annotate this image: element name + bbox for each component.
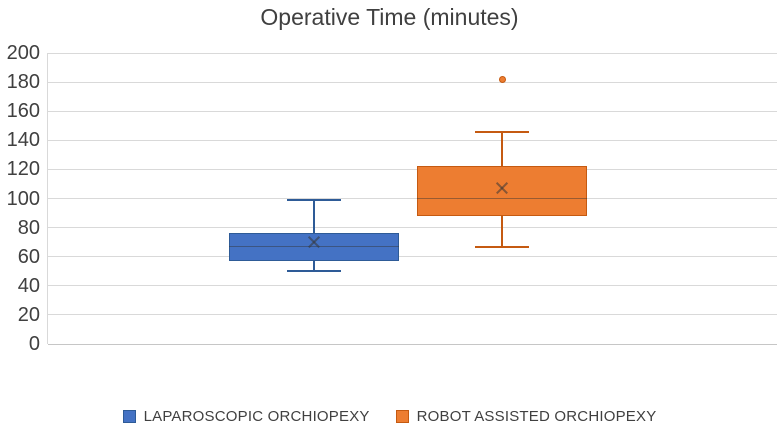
y-tick-label-160: 160 [6, 100, 40, 123]
legend-swatch-blue [122, 410, 136, 423]
legend-swatch-orange [395, 410, 409, 423]
y-tick-label-120: 120 [6, 158, 40, 181]
y-tick-label-0: 0 [28, 333, 40, 355]
gridline-100 [48, 198, 777, 199]
whisker-cap-min-laparoscopic [286, 270, 342, 273]
gridline-40 [48, 285, 777, 287]
whisker-upper-robot [501, 131, 504, 167]
legend: LAPAROSCOPIC ORCHIOPEXY ROBOT ASSISTED O… [0, 408, 779, 425]
legend-label-laparoscopic: LAPAROSCOPIC ORCHIOPEXY [143, 408, 370, 425]
y-tick-label-200: 200 [6, 42, 40, 64]
whisker-cap-max-robot [474, 130, 530, 133]
whisker-cap-min-robot [474, 245, 530, 248]
gridline-20 [48, 314, 777, 316]
y-tick-label-180: 180 [6, 71, 40, 94]
y-tick-label-140: 140 [6, 129, 40, 152]
gridline-120 [48, 168, 777, 170]
gridline-80 [48, 227, 777, 229]
whisker-lower-robot [501, 215, 504, 247]
y-tick-label-100: 100 [6, 187, 40, 210]
y-tick-label-20: 20 [17, 303, 40, 326]
gridline-140 [48, 139, 777, 141]
legend-label-robot: ROBOT ASSISTED ORCHIOPEXY [416, 408, 657, 425]
whisker-upper-laparoscopic [313, 199, 316, 234]
gridline-0 [48, 343, 777, 345]
legend-item-laparoscopic: LAPAROSCOPIC ORCHIOPEXY [122, 408, 370, 425]
outlier-point-robot-0 [498, 75, 506, 83]
plot-area [47, 52, 777, 345]
gridline-60 [48, 256, 777, 258]
mean-marker-laparoscopic [306, 234, 322, 250]
mean-marker-robot [494, 180, 510, 196]
gridline-160 [48, 110, 777, 112]
gridline-180 [48, 81, 777, 83]
y-tick-label-60: 60 [17, 245, 40, 268]
legend-item-robot: ROBOT ASSISTED ORCHIOPEXY [395, 408, 657, 425]
whisker-cap-max-laparoscopic [286, 198, 342, 201]
median-line-robot [417, 197, 588, 200]
whisker-lower-laparoscopic [313, 261, 316, 272]
gridline-200 [48, 52, 777, 54]
y-tick-label-80: 80 [17, 216, 40, 239]
y-tick-label-40: 40 [17, 274, 40, 297]
chart-title: Operative Time (minutes) [260, 4, 519, 30]
